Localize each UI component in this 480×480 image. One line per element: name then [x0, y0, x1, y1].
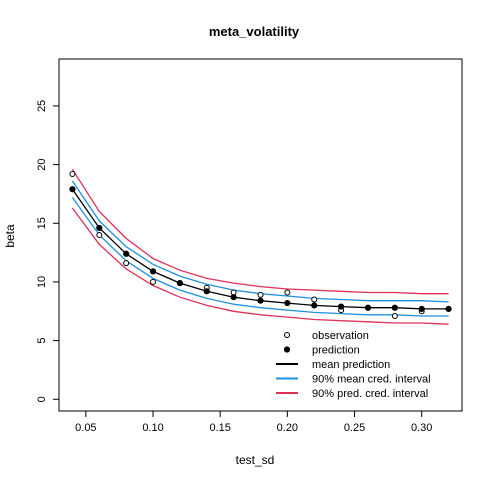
- prediction-point: [149, 268, 157, 275]
- prediction-point: [418, 305, 425, 313]
- prediction-point: [123, 250, 130, 257]
- legend-label: 90% mean cred. interval: [312, 374, 431, 386]
- y-tick-label: 20: [36, 158, 48, 170]
- prediction-point: [96, 224, 103, 232]
- prediction-point: [230, 294, 237, 301]
- x-tick-label: 0.15: [209, 422, 230, 434]
- mean-interval-lower-line: [71, 197, 449, 317]
- observation-point: [150, 278, 157, 285]
- legend-swatch-open-circle: [284, 332, 290, 338]
- legend-label: 90% pred. cred. interval: [312, 388, 428, 400]
- chart-title: meta_volatility: [209, 24, 300, 39]
- y-axis: 0 5 10 15 20 25: [36, 100, 59, 402]
- prediction-point: [445, 305, 452, 313]
- observation-point: [123, 260, 130, 267]
- observation-point: [284, 289, 291, 296]
- prediction-point: [257, 297, 264, 304]
- x-tick-label: 0.05: [75, 422, 96, 434]
- series-layer: [69, 168, 452, 325]
- x-axis: 0.05 0.10 0.15 0.20 0.25 0.30: [75, 411, 432, 434]
- y-tick-label: 5: [36, 338, 48, 344]
- legend-swatch-filled-circle: [283, 346, 291, 353]
- prediction-point: [391, 304, 398, 311]
- y-tick-label: 15: [36, 217, 48, 229]
- x-axis-label: test_sd: [236, 453, 275, 467]
- observation-point: [391, 312, 398, 319]
- prediction-point: [69, 186, 76, 193]
- x-tick-label: 0.25: [344, 422, 365, 434]
- prediction-point: [364, 304, 372, 311]
- prediction-point: [284, 299, 291, 307]
- legend-label: prediction: [312, 345, 360, 357]
- observation-point: [311, 296, 318, 303]
- legend-label: observation: [312, 330, 369, 342]
- legend-label: mean prediction: [312, 359, 390, 371]
- observation-point: [96, 232, 103, 238]
- pred-interval-upper-line: [71, 168, 449, 295]
- observation-point: [257, 291, 264, 298]
- y-tick-label: 0: [36, 396, 48, 402]
- y-axis-label: beta: [3, 224, 17, 248]
- x-tick-label: 0.30: [411, 422, 432, 434]
- y-tick-label: 25: [36, 100, 48, 112]
- x-tick-label: 0.10: [142, 422, 163, 434]
- x-tick-label: 0.20: [277, 422, 298, 434]
- prediction-point: [311, 302, 318, 309]
- pred-interval-lower-line: [71, 207, 449, 325]
- plot-frame: [58, 58, 463, 412]
- prediction-point: [176, 280, 183, 287]
- prediction-point: [338, 303, 345, 310]
- prediction-point: [203, 288, 210, 295]
- legend: observation prediction mean prediction 90% …: [276, 330, 431, 400]
- y-tick-label: 10: [36, 276, 48, 288]
- observation-point: [69, 170, 76, 177]
